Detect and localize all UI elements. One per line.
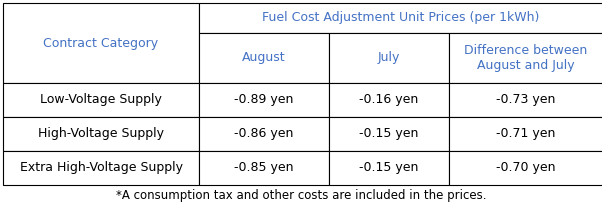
Bar bbox=[199, 3, 602, 33]
Text: July: July bbox=[378, 51, 400, 65]
Text: August: August bbox=[242, 51, 286, 65]
Bar bbox=[199, 83, 329, 117]
Text: -0.71 yen: -0.71 yen bbox=[496, 128, 556, 141]
Text: -0.89 yen: -0.89 yen bbox=[234, 93, 294, 107]
Bar bbox=[449, 83, 602, 117]
Bar bbox=[449, 151, 602, 185]
Text: -0.73 yen: -0.73 yen bbox=[496, 93, 556, 107]
Bar bbox=[329, 33, 449, 83]
Bar bbox=[3, 151, 199, 185]
Bar bbox=[199, 151, 329, 185]
Text: *A consumption tax and other costs are included in the prices.: *A consumption tax and other costs are i… bbox=[116, 189, 486, 202]
Bar bbox=[3, 117, 199, 151]
Text: -0.70 yen: -0.70 yen bbox=[496, 162, 556, 175]
Text: -0.16 yen: -0.16 yen bbox=[359, 93, 418, 107]
Text: -0.15 yen: -0.15 yen bbox=[359, 162, 418, 175]
Text: Low-Voltage Supply: Low-Voltage Supply bbox=[40, 93, 162, 107]
Text: Extra High-Voltage Supply: Extra High-Voltage Supply bbox=[19, 162, 182, 175]
Bar bbox=[449, 33, 602, 83]
Bar bbox=[449, 117, 602, 151]
Text: Contract Category: Contract Category bbox=[43, 36, 158, 50]
Bar bbox=[199, 117, 329, 151]
Bar bbox=[199, 33, 329, 83]
Bar bbox=[3, 83, 199, 117]
Bar bbox=[3, 3, 199, 83]
Text: -0.86 yen: -0.86 yen bbox=[234, 128, 294, 141]
Text: -0.15 yen: -0.15 yen bbox=[359, 128, 418, 141]
Text: Difference between
August and July: Difference between August and July bbox=[464, 44, 588, 72]
Text: Fuel Cost Adjustment Unit Prices (per 1kWh): Fuel Cost Adjustment Unit Prices (per 1k… bbox=[262, 11, 539, 25]
Bar bbox=[329, 83, 449, 117]
Text: High-Voltage Supply: High-Voltage Supply bbox=[38, 128, 164, 141]
Bar bbox=[329, 151, 449, 185]
Bar bbox=[329, 117, 449, 151]
Text: -0.85 yen: -0.85 yen bbox=[234, 162, 294, 175]
